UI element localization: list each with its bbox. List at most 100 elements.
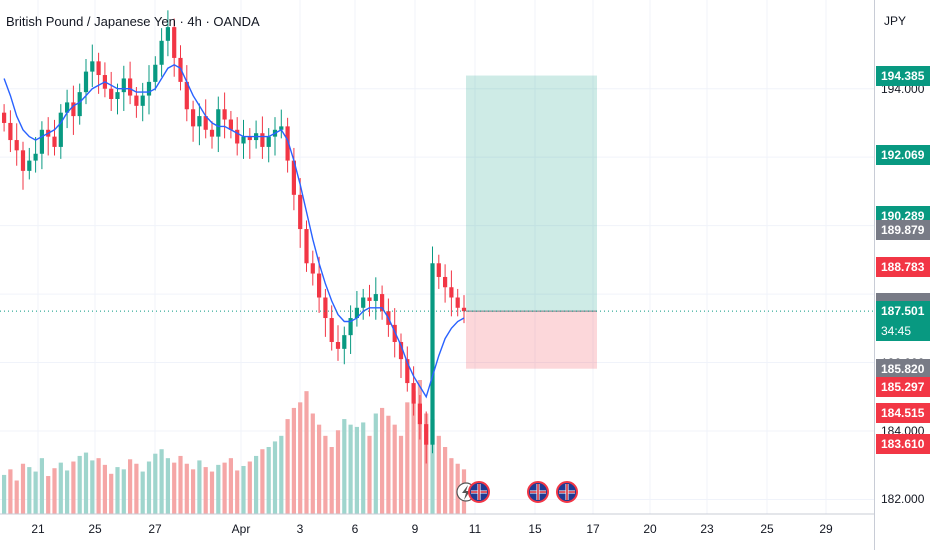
volume-bar: [191, 469, 196, 514]
candle-body: [71, 102, 76, 117]
candle-body: [197, 116, 202, 127]
candle-body: [323, 297, 328, 319]
price-badge: 189.879: [876, 220, 930, 240]
time-axis-tick: 25: [760, 522, 774, 536]
volume-bar: [52, 468, 57, 514]
time-axis-tick: 3: [296, 522, 304, 536]
candle-body: [329, 318, 334, 342]
price-chart[interactable]: [0, 0, 874, 550]
volume-bar: [342, 419, 347, 514]
volume-bar: [266, 447, 271, 514]
time-axis-tick: 6: [351, 522, 359, 536]
volume-bar: [310, 413, 315, 514]
volume-bar: [329, 447, 334, 514]
candle-body: [317, 273, 322, 298]
volume-bar: [90, 460, 95, 514]
candle-body: [424, 424, 429, 445]
volume-bar: [405, 402, 410, 514]
candle-body: [310, 263, 315, 274]
time-axis-tick: 25: [88, 522, 102, 536]
volume-bar: [39, 458, 44, 514]
candle-body: [392, 324, 397, 342]
candle-body: [65, 102, 70, 113]
volume-bar: [115, 467, 120, 514]
candle-body: [203, 116, 208, 130]
candle-body: [417, 403, 422, 425]
candle-body: [455, 297, 460, 308]
volume-bar: [96, 458, 101, 514]
candle-body: [14, 140, 19, 151]
volume-bar: [46, 476, 51, 514]
volume-bar: [254, 455, 259, 514]
candle-body: [172, 27, 177, 58]
volume-bar: [222, 462, 227, 514]
uk-flag-icon[interactable]: [527, 481, 549, 503]
time-axis-tick: 29: [819, 522, 833, 536]
time-axis-tick: 15: [528, 522, 542, 536]
chart-title: British Pound / Japanese Yen · 4h · OAND…: [6, 14, 260, 29]
volume-bar: [380, 407, 385, 514]
candle-body: [153, 64, 158, 82]
time-axis-tick: 20: [643, 522, 657, 536]
candle-body: [260, 133, 265, 147]
loss-zone: [466, 311, 597, 369]
candle-body: [361, 297, 366, 308]
candle-body: [209, 129, 215, 137]
volume-bar: [128, 459, 133, 514]
profit-zone: [466, 75, 597, 312]
candle-body: [304, 229, 309, 264]
candle-body: [279, 126, 284, 130]
volume-bar: [77, 455, 82, 514]
volume-bar: [83, 452, 89, 514]
volume-bar: [71, 461, 76, 514]
candle-body: [134, 95, 139, 106]
candle-body: [291, 160, 296, 195]
time-axis-tick: 27: [148, 522, 162, 536]
volume-bar: [197, 460, 202, 514]
candle-body: [128, 78, 133, 96]
candle-body: [39, 129, 44, 154]
price-badge: 184.515: [876, 403, 930, 423]
candle-body: [367, 297, 372, 301]
volume-bar: [272, 441, 278, 514]
time-axis-tick: 17: [586, 522, 600, 536]
volume-bar: [203, 467, 208, 514]
time-axis-tick: 11: [468, 522, 482, 536]
candle-body: [342, 335, 347, 349]
moving-average-line: [3, 64, 465, 399]
volume-bar: [165, 458, 170, 514]
candle-body: [83, 71, 89, 93]
volume-bar: [216, 464, 221, 514]
candle-body: [165, 27, 170, 41]
currency-label[interactable]: JPY: [884, 14, 907, 28]
volume-bar: [184, 463, 189, 514]
volume-bar: [417, 380, 422, 514]
uk-flag-icon[interactable]: [468, 481, 490, 503]
candle-body: [449, 287, 454, 298]
candle-body: [27, 160, 32, 171]
time-axis-tick: 23: [700, 522, 714, 536]
candle-body: [405, 359, 410, 384]
volume-bar: [102, 464, 107, 514]
volume-bar: [317, 424, 322, 514]
volume-bar: [241, 465, 246, 514]
volume-bar: [392, 424, 397, 514]
price-badge: 194.385: [876, 66, 930, 86]
candle-body: [20, 150, 26, 171]
candle-body: [159, 40, 164, 65]
volume-bar: [449, 458, 454, 514]
volume-bar: [291, 407, 296, 514]
candle-body: [266, 136, 271, 147]
candle-body: [247, 136, 252, 141]
candle-body: [443, 276, 448, 288]
volume-bar: [228, 458, 233, 514]
volume-bar: [121, 469, 126, 514]
uk-flag-icon[interactable]: [556, 481, 578, 503]
candle-body: [216, 109, 221, 137]
volume-bar: [146, 461, 152, 514]
volume-bar: [304, 391, 309, 514]
candle-body: [380, 294, 385, 312]
candle-body: [8, 122, 13, 141]
volume-bar: [348, 424, 353, 514]
